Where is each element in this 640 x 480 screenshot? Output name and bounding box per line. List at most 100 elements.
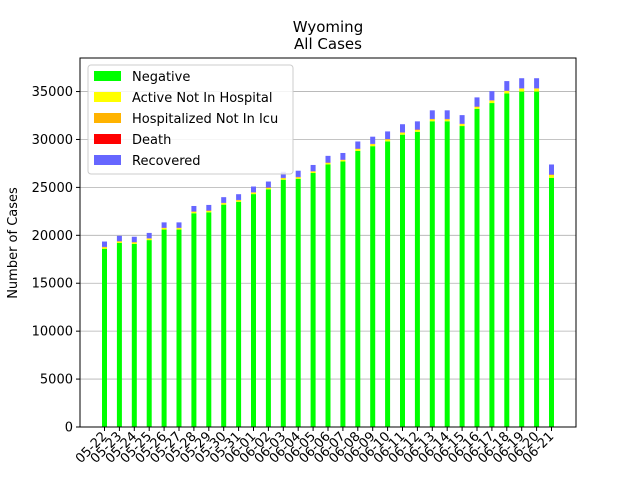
- bar-active-not-in-hospital: [444, 119, 450, 122]
- bar-negative: [519, 91, 525, 427]
- bar-recovered: [385, 131, 391, 140]
- chart-title: Wyoming: [293, 18, 363, 36]
- bar-negative: [340, 161, 346, 427]
- legend-swatch: [94, 71, 121, 81]
- y-tick-label: 0: [65, 421, 73, 436]
- bar-active-not-in-hospital: [519, 88, 525, 92]
- bar-negative: [265, 189, 271, 427]
- bar-recovered: [489, 91, 495, 101]
- bar-active-not-in-hospital: [355, 149, 361, 151]
- bar-recovered: [265, 181, 271, 188]
- bar-active-not-in-hospital: [414, 129, 420, 132]
- bar-negative: [146, 240, 152, 427]
- bar-recovered: [131, 236, 137, 243]
- bar-active-not-in-hospital: [340, 160, 346, 162]
- bar-active-not-in-hospital: [146, 238, 152, 241]
- bar-negative: [370, 146, 376, 427]
- bar-active-not-in-hospital: [265, 187, 271, 190]
- bar-active-not-in-hospital: [161, 228, 167, 230]
- bar-recovered: [116, 235, 122, 242]
- bar-negative: [489, 103, 495, 427]
- bar-recovered: [549, 164, 554, 175]
- bar-recovered: [176, 222, 182, 228]
- chart-subtitle: All Cases: [294, 35, 362, 53]
- bar-recovered: [370, 136, 376, 144]
- bar-active-not-in-hospital: [295, 177, 301, 179]
- y-axis-label: Number of Cases: [6, 187, 21, 299]
- legend-label: Negative: [132, 70, 190, 85]
- bar-active-not-in-hospital: [310, 171, 316, 174]
- bar-negative: [131, 243, 137, 427]
- bar-recovered: [280, 171, 286, 178]
- legend-box: [87, 64, 294, 175]
- bar-negative: [221, 204, 227, 427]
- legend-swatch: [94, 134, 121, 144]
- bar-active-not-in-hospital: [131, 242, 137, 244]
- bar-negative: [385, 141, 391, 428]
- bar-active-not-in-hospital: [370, 144, 376, 147]
- bar-recovered: [295, 170, 301, 177]
- bar-recovered: [146, 232, 152, 239]
- bar-active-not-in-hospital: [176, 228, 182, 230]
- bar-recovered: [340, 152, 346, 160]
- bar-negative: [206, 212, 212, 427]
- bar-active-not-in-hospital: [400, 132, 405, 135]
- bar-active-not-in-hospital: [236, 200, 242, 202]
- bar-active-not-in-hospital: [251, 192, 256, 195]
- legend: Negative Active Not In Hospital Hospitaliz…: [87, 64, 294, 175]
- bar-negative: [102, 248, 107, 427]
- bar-recovered: [429, 110, 435, 119]
- bar-active-not-in-hospital: [102, 247, 107, 249]
- bar-active-not-in-hospital: [116, 241, 122, 243]
- bar-recovered: [474, 97, 480, 107]
- bar-active-not-in-hospital: [474, 106, 480, 109]
- bar-negative: [325, 164, 331, 427]
- bar-recovered: [519, 78, 525, 89]
- bar-recovered: [355, 141, 361, 149]
- bar-active-not-in-hospital: [280, 178, 286, 180]
- legend-label: Hospitalized Not In Icu: [132, 112, 278, 127]
- bar-negative: [251, 194, 256, 427]
- bar-active-not-in-hospital: [549, 174, 554, 178]
- bar-recovered: [251, 186, 256, 193]
- y-tick-label: 25000: [32, 181, 73, 196]
- y-tick-label: 5000: [40, 373, 73, 388]
- legend-swatch: [94, 155, 121, 165]
- bar-negative: [236, 201, 242, 427]
- bar-negative: [549, 177, 554, 427]
- bar-negative: [429, 121, 435, 427]
- bar-negative: [310, 173, 316, 427]
- bars: [102, 78, 554, 428]
- bar-negative: [534, 91, 540, 427]
- bar-negative: [161, 229, 167, 427]
- bar-active-not-in-hospital: [489, 100, 495, 104]
- bar-active-not-in-hospital: [206, 210, 212, 213]
- y-tick-label: 30000: [32, 133, 73, 148]
- y-tick-label: 20000: [32, 229, 73, 244]
- bar-negative: [295, 178, 301, 427]
- bar-negative: [444, 121, 450, 427]
- bar-negative: [116, 242, 122, 427]
- bar-active-not-in-hospital: [459, 124, 465, 127]
- legend-swatch: [94, 113, 121, 123]
- legend-label: Recovered: [132, 154, 201, 169]
- bar-active-not-in-hospital: [534, 88, 540, 92]
- legend-swatch: [94, 92, 121, 102]
- bar-recovered: [221, 197, 227, 203]
- bar-active-not-in-hospital: [191, 211, 197, 214]
- bar-negative: [191, 213, 197, 427]
- legend-label: Death: [132, 133, 171, 148]
- bar-recovered: [191, 205, 197, 212]
- bar-active-not-in-hospital: [221, 203, 227, 205]
- bar-recovered: [400, 124, 405, 133]
- bar-active-not-in-hospital: [504, 91, 510, 94]
- bar-recovered: [310, 164, 316, 172]
- bar-recovered: [236, 194, 242, 200]
- y-tick-label: 15000: [32, 277, 73, 292]
- bar-active-not-in-hospital: [385, 139, 391, 142]
- bar-active-not-in-hospital: [429, 119, 435, 122]
- bar-recovered: [444, 110, 450, 119]
- bar-negative: [474, 108, 480, 428]
- bar-recovered: [504, 81, 510, 91]
